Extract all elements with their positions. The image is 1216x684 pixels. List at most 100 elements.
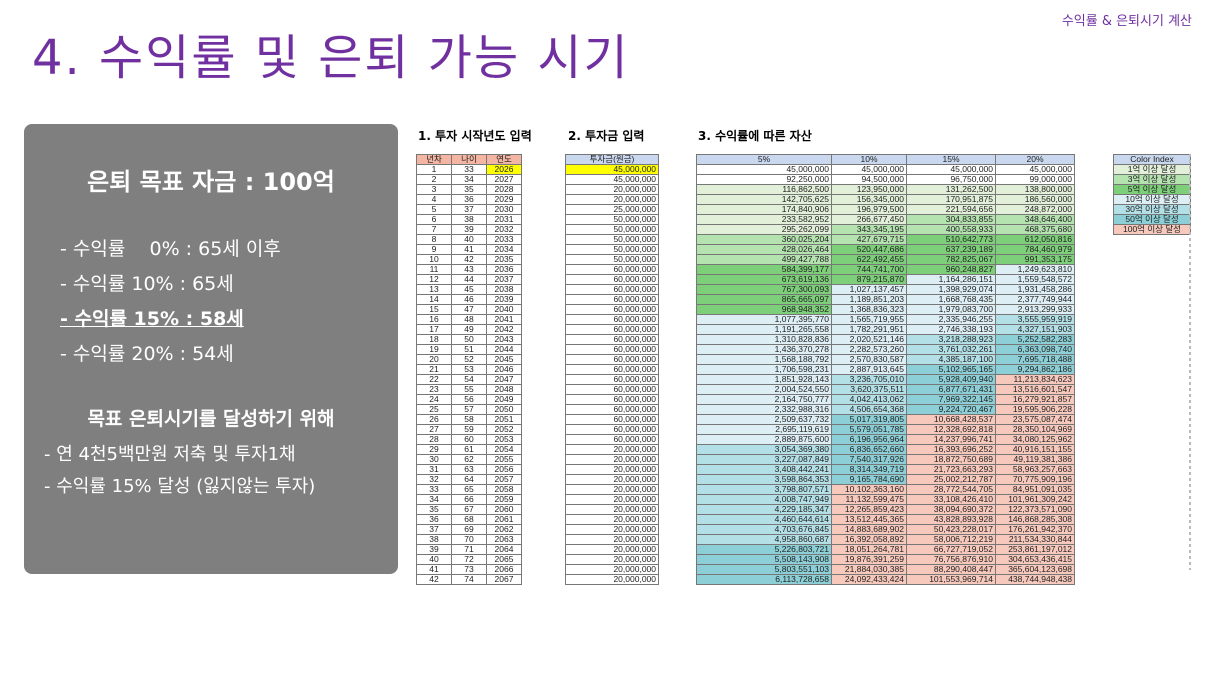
year-cell: 2038 [486, 284, 522, 295]
asset-cell: 45,000,000 [696, 164, 832, 175]
year-cell: 2037 [486, 274, 522, 285]
table-row: 3,227,087,849 7,540,317,926 18,872,750,689… [696, 454, 1075, 465]
table-row: 39 71 2064 [416, 544, 522, 555]
asset-cell: 2,377,749,944 [995, 294, 1075, 305]
asset-cell: 3,598,864,353 [696, 474, 832, 485]
investment-cell: 60,000,000 [565, 364, 659, 375]
asset-cell: 2,335,946,255 [906, 314, 996, 325]
asset-cell: 233,582,952 [696, 214, 832, 225]
table-row: 24 56 2049 [416, 394, 522, 405]
table-row: 17 49 2042 [416, 324, 522, 335]
index-cell: 4 [416, 194, 452, 205]
age-cell: 39 [451, 224, 487, 235]
table-row: 499,427,788 622,492,455 782,825,067 991,353… [696, 254, 1075, 265]
index-cell: 12 [416, 274, 452, 285]
asset-cell: 510,642,773 [906, 234, 996, 245]
investment-cell: 20,000,000 [565, 534, 659, 545]
table-row: 20,000,000 [565, 534, 659, 545]
asset-cell: 122,373,571,090 [995, 504, 1075, 515]
asset-cell: 5,017,319,805 [831, 414, 907, 425]
table-row: 34 66 2059 [416, 494, 522, 505]
asset-cell: 4,008,747,949 [696, 494, 832, 505]
table-row: 2,164,750,777 4,042,413,062 7,969,322,145 1… [696, 394, 1075, 405]
year-cell: 2047 [486, 374, 522, 385]
asset-cell: 211,534,330,844 [995, 534, 1075, 545]
asset-cell: 146,868,285,308 [995, 514, 1075, 525]
legend-row: 30억 이상 달성 [1113, 204, 1191, 215]
investment-cell: 20,000,000 [565, 184, 659, 195]
asset-cell: 28,772,544,705 [906, 484, 996, 495]
table-row: 295,262,099 343,345,195 400,558,933 468,375… [696, 224, 1075, 235]
table-row: 428,026,464 520,447,686 637,239,189 784,460… [696, 244, 1075, 255]
table-row: 20,000,000 [565, 454, 659, 465]
asset-cell: 45,000,000 [906, 164, 996, 175]
asset-cell: 3,620,375,511 [831, 384, 907, 395]
investment-cell: 20,000,000 [565, 464, 659, 475]
age-cell: 36 [451, 194, 487, 205]
section-start-year: 1. 투자 시작년도 입력 [418, 129, 532, 143]
asset-cell: 991,353,175 [995, 254, 1075, 265]
year-cell: 2029 [486, 194, 522, 205]
table-row: 20,000,000 [565, 184, 659, 195]
column-divider [1189, 154, 1191, 570]
asset-cell: 1,851,928,143 [696, 374, 832, 385]
table-row: 33 65 2058 [416, 484, 522, 495]
investment-cell: 60,000,000 [565, 274, 659, 285]
asset-cell: 2,164,750,777 [696, 394, 832, 405]
asset-cell: 3,218,288,923 [906, 334, 996, 345]
color-index-legend: Color Index 1억 이상 달성 3억 이상 달성 5억 이상 달성 10억 … [1113, 154, 1191, 235]
asset-cell: 5,226,803,721 [696, 544, 832, 555]
table-row: 4,229,185,347 12,265,859,423 38,094,690,37… [696, 504, 1075, 515]
index-cell: 21 [416, 364, 452, 375]
asset-cell: 612,050,816 [995, 234, 1075, 245]
asset-cell: 295,262,099 [696, 224, 832, 235]
age-cell: 46 [451, 294, 487, 305]
legend-item: 3억 이상 달성 [1113, 174, 1191, 185]
table-row: 1,706,598,231 2,887,913,645 5,102,965,165 9… [696, 364, 1075, 375]
col-header: 투자금(원금) [565, 154, 659, 165]
index-cell: 40 [416, 554, 452, 565]
legend-row: 5억 이상 달성 [1113, 184, 1191, 195]
asset-cell: 1,931,458,286 [995, 284, 1075, 295]
year-cell: 2046 [486, 364, 522, 375]
index-cell: 22 [416, 374, 452, 385]
table-row: 3,598,864,353 9,165,784,690 25,002,212,787… [696, 474, 1075, 485]
table-row: 60,000,000 [565, 414, 659, 425]
asset-cell: 2,889,875,600 [696, 434, 832, 445]
asset-cell: 101,961,309,242 [995, 494, 1075, 505]
table-row: 50,000,000 [565, 224, 659, 235]
year-cell: 2028 [486, 184, 522, 195]
asset-cell: 1,368,836,323 [831, 304, 907, 315]
asset-cell: 131,262,500 [906, 184, 996, 195]
asset-cell: 23,575,087,474 [995, 414, 1075, 425]
year-cell: 2043 [486, 334, 522, 345]
table-row: 60,000,000 [565, 424, 659, 435]
asset-cell: 1,398,929,074 [906, 284, 996, 295]
index-cell: 11 [416, 264, 452, 275]
asset-cell: 4,229,185,347 [696, 504, 832, 515]
table-row: 60,000,000 [565, 434, 659, 445]
legend-item: 5억 이상 달성 [1113, 184, 1191, 195]
investment-cell: 50,000,000 [565, 244, 659, 255]
legend-item: 100억 이상 달성 [1113, 224, 1191, 235]
year-cell: 2061 [486, 514, 522, 525]
age-cell: 44 [451, 274, 487, 285]
table-row: 4,958,860,687 16,392,058,892 58,006,712,21… [696, 534, 1075, 545]
investment-cell: 60,000,000 [565, 404, 659, 415]
asset-cell: 968,948,352 [696, 304, 832, 315]
col-header: 10% [831, 154, 907, 165]
investment-cell: 45,000,000 [565, 164, 659, 175]
asset-cell: 196,979,500 [831, 204, 907, 215]
year-cell: 2050 [486, 404, 522, 415]
age-cell: 43 [451, 264, 487, 275]
investment-cell: 60,000,000 [565, 354, 659, 365]
asset-cell: 782,825,067 [906, 254, 996, 265]
index-cell: 17 [416, 324, 452, 335]
table-row: 865,665,097 1,189,851,203 1,668,768,435 2,3… [696, 294, 1075, 305]
age-cell: 48 [451, 314, 487, 325]
table-row: 1,191,265,558 1,782,291,951 2,746,338,193 4… [696, 324, 1075, 335]
table-row: 6 38 2031 [416, 214, 522, 225]
asset-cell: 1,568,188,792 [696, 354, 832, 365]
asset-cell: 19,595,906,228 [995, 404, 1075, 415]
asset-cell: 25,002,212,787 [906, 474, 996, 485]
